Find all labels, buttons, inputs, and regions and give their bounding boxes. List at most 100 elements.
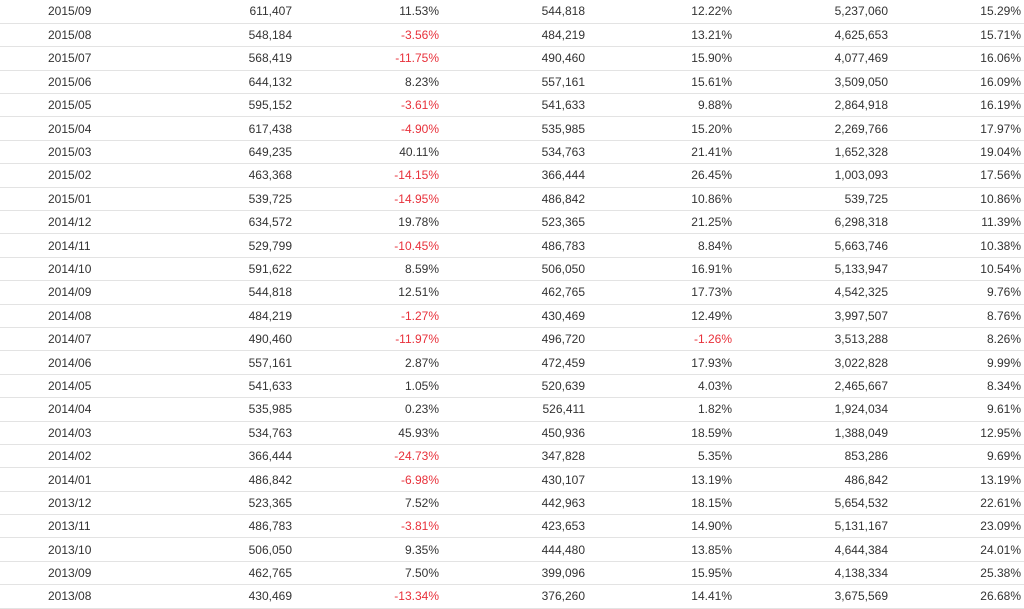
value-cell: 484,219 (120, 304, 295, 328)
cumulative-cell: 1,924,034 (735, 397, 891, 422)
table-row: 2015/01 539,725 -14.95% 486,842 10.86% 539,72… (0, 187, 1024, 212)
table-row: 2015/04 617,438 -4.90% 535,985 15.20% 2,269,7… (0, 116, 1024, 141)
value-cell: 463,368 (120, 163, 295, 188)
table-row: 2014/05 541,633 1.05% 520,639 4.03% 2,465,667… (0, 374, 1024, 399)
value-cell: 526,411 (442, 397, 588, 422)
cumulative-cell: 539,725 (735, 187, 891, 212)
change-cell: 12.49% (588, 304, 735, 328)
table-row: 2013/08 430,469 -13.34% 376,260 14.41% 3,675,… (0, 584, 1024, 609)
cumulative-cell: 1,003,093 (735, 163, 891, 188)
date-cell: 2013/09 (0, 561, 120, 586)
change-cell: 19.78% (295, 210, 442, 235)
cumulative-cell: 4,077,469 (735, 46, 891, 71)
date-cell: 2015/09 (0, 0, 120, 24)
change-cell: -6.98% (295, 467, 442, 492)
cumulative-change-cell: 9.61% (891, 397, 1024, 422)
value-cell: 430,107 (442, 467, 588, 492)
change-cell: -11.75% (295, 46, 442, 71)
date-cell: 2014/07 (0, 327, 120, 352)
cumulative-cell: 5,131,167 (735, 514, 891, 539)
value-cell: 557,161 (442, 70, 588, 95)
value-cell: 520,639 (442, 374, 588, 399)
value-cell: 617,438 (120, 116, 295, 141)
date-cell: 2015/01 (0, 187, 120, 212)
change-cell: 15.95% (588, 561, 735, 586)
cumulative-cell: 486,842 (735, 467, 891, 492)
change-cell: -14.95% (295, 187, 442, 212)
cumulative-change-cell: 10.86% (891, 187, 1024, 212)
date-cell: 2015/05 (0, 93, 120, 118)
date-cell: 2015/02 (0, 163, 120, 188)
cumulative-cell: 5,663,746 (735, 233, 891, 258)
cumulative-change-cell: 22.61% (891, 491, 1024, 516)
change-cell: 17.93% (588, 350, 735, 375)
value-cell: 423,653 (442, 514, 588, 539)
table-row: 2015/02 463,368 -14.15% 366,444 26.45% 1,003,… (0, 163, 1024, 188)
cumulative-change-cell: 17.56% (891, 163, 1024, 188)
cumulative-change-cell: 8.26% (891, 327, 1024, 352)
value-cell: 534,763 (120, 421, 295, 445)
change-cell: 2.87% (295, 350, 442, 375)
change-cell: -3.56% (295, 23, 442, 48)
change-cell: -3.81% (295, 514, 442, 539)
table-row: 2014/01 486,842 -6.98% 430,107 13.19% 486,842… (0, 467, 1024, 492)
change-cell: 1.82% (588, 397, 735, 422)
value-cell: 506,050 (442, 257, 588, 282)
value-cell: 544,818 (120, 280, 295, 305)
date-cell: 2014/06 (0, 350, 120, 375)
change-cell: 15.90% (588, 46, 735, 71)
date-cell: 2014/11 (0, 233, 120, 258)
cumulative-change-cell: 9.69% (891, 444, 1024, 469)
change-cell: 13.19% (588, 467, 735, 492)
value-cell: 595,152 (120, 93, 295, 118)
date-cell: 2014/02 (0, 444, 120, 469)
date-cell: 2013/10 (0, 537, 120, 562)
date-cell: 2013/12 (0, 491, 120, 516)
date-cell: 2013/11 (0, 514, 120, 539)
cumulative-change-cell: 12.95% (891, 421, 1024, 445)
value-cell: 535,985 (442, 116, 588, 141)
value-cell: 535,985 (120, 397, 295, 422)
change-cell: 8.23% (295, 70, 442, 95)
table-row: 2015/09 611,407 11.53% 544,818 12.22% 5,237,0… (0, 0, 1024, 24)
value-cell: 649,235 (120, 140, 295, 165)
change-cell: 17.73% (588, 280, 735, 305)
value-cell: 529,799 (120, 233, 295, 258)
date-cell: 2014/05 (0, 374, 120, 399)
table-row: 2015/03 649,235 40.11% 534,763 21.41% 1,652,3… (0, 140, 1024, 165)
table-row: 2014/11 529,799 -10.45% 486,783 8.84% 5,663,7… (0, 233, 1024, 258)
cumulative-cell: 6,298,318 (735, 210, 891, 235)
cumulative-cell: 4,644,384 (735, 537, 891, 562)
cumulative-change-cell: 17.97% (891, 116, 1024, 141)
value-cell: 450,936 (442, 421, 588, 445)
cumulative-change-cell: 24.01% (891, 537, 1024, 562)
cumulative-change-cell: 19.04% (891, 140, 1024, 165)
date-cell: 2014/04 (0, 397, 120, 422)
change-cell: -24.73% (295, 444, 442, 469)
value-cell: 541,633 (120, 374, 295, 399)
value-cell: 462,765 (120, 561, 295, 586)
date-cell: 2014/08 (0, 304, 120, 328)
value-cell: 486,842 (442, 187, 588, 212)
cumulative-change-cell: 16.19% (891, 93, 1024, 118)
cumulative-change-cell: 16.09% (891, 70, 1024, 95)
cumulative-cell: 3,513,288 (735, 327, 891, 352)
value-cell: 484,219 (442, 23, 588, 48)
change-cell: 14.41% (588, 584, 735, 609)
value-cell: 544,818 (442, 0, 588, 24)
cumulative-cell: 3,997,507 (735, 304, 891, 328)
table-row: 2013/12 523,365 7.52% 442,963 18.15% 5,654,53… (0, 491, 1024, 516)
value-cell: 430,469 (120, 584, 295, 609)
date-cell: 2015/06 (0, 70, 120, 95)
change-cell: -11.97% (295, 327, 442, 352)
cumulative-change-cell: 15.29% (891, 0, 1024, 24)
table-row: 2015/06 644,132 8.23% 557,161 15.61% 3,509,05… (0, 70, 1024, 95)
value-cell: 506,050 (120, 537, 295, 562)
cumulative-cell: 5,133,947 (735, 257, 891, 282)
change-cell: 18.59% (588, 421, 735, 445)
value-cell: 430,469 (442, 304, 588, 328)
change-cell: 8.84% (588, 233, 735, 258)
table-row: 2014/03 534,763 45.93% 450,936 18.59% 1,388,0… (0, 421, 1024, 445)
table-row: 2014/02 366,444 -24.73% 347,828 5.35% 853,286… (0, 444, 1024, 469)
